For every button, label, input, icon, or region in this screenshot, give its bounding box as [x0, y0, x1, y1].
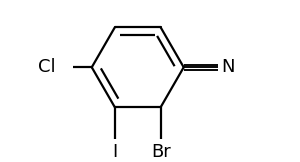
Text: Cl: Cl: [38, 58, 56, 76]
Text: I: I: [112, 143, 117, 161]
Text: N: N: [221, 58, 235, 76]
Text: Br: Br: [151, 143, 171, 161]
